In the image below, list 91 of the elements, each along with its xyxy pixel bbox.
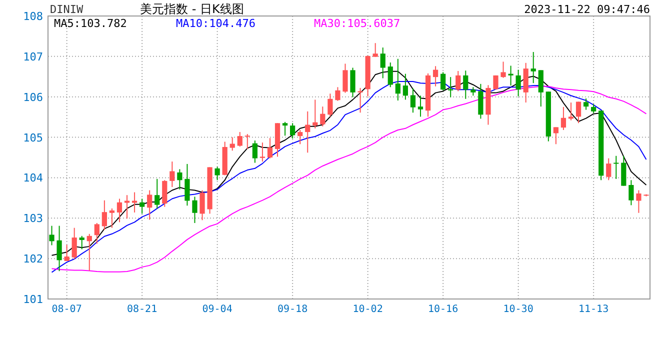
candlestick — [448, 76, 454, 98]
candlestick — [116, 198, 122, 223]
candlestick — [162, 180, 168, 208]
chart-title: 美元指数 - 日K线图 — [140, 2, 244, 16]
candlestick — [410, 88, 416, 114]
candlestick — [508, 65, 514, 86]
candlestick — [418, 95, 424, 118]
candlestick — [320, 106, 326, 127]
candlestick — [560, 106, 566, 131]
candlestick — [290, 122, 296, 139]
x-tick-label: 08-21 — [127, 304, 158, 315]
candlestick — [530, 51, 536, 84]
y-tick-label: 104 — [23, 172, 44, 185]
x-tick-label: 10-02 — [352, 304, 383, 315]
candlestick — [154, 178, 160, 209]
candlestick — [342, 63, 348, 94]
text: MA30:105.6037 — [314, 17, 400, 30]
candlestick — [102, 200, 107, 230]
candlestick — [49, 225, 54, 246]
candlestick — [177, 168, 182, 190]
candlestick — [568, 102, 574, 121]
candlestick — [621, 155, 626, 186]
candlestick — [132, 192, 138, 213]
candlestick — [553, 126, 558, 145]
candlestick — [170, 161, 175, 188]
candlestick — [456, 70, 461, 92]
candlestick — [576, 101, 582, 124]
candlestick — [244, 134, 250, 150]
y-tick-label: 103 — [23, 212, 43, 226]
text: MA10:104.476 — [176, 17, 256, 30]
candlestick — [463, 70, 468, 100]
candlestick — [230, 136, 235, 152]
candlestick — [395, 58, 400, 101]
candlestick — [79, 235, 84, 250]
candlestick — [124, 194, 130, 220]
candlestick — [237, 132, 242, 148]
candlestick — [388, 62, 393, 88]
candlestick — [298, 130, 303, 145]
x-tick-label: 09-04 — [202, 304, 232, 315]
candlestick — [305, 110, 310, 154]
candlestick — [478, 83, 484, 120]
candlestick — [583, 98, 589, 110]
candlestick — [86, 233, 92, 272]
y-tick-label: 102 — [23, 252, 43, 266]
candlestick — [432, 66, 438, 87]
x-tick-label: 10-16 — [428, 304, 458, 315]
y-tick-label: 105 — [23, 131, 43, 144]
candlestick — [214, 166, 220, 181]
candlestick — [628, 180, 634, 206]
candlestick — [350, 67, 356, 98]
candlestick — [606, 158, 612, 181]
candlestick — [335, 86, 340, 102]
candlestick — [636, 190, 642, 214]
candlestick — [516, 69, 521, 97]
candlestick — [538, 70, 544, 108]
x-tick-label: 10-30 — [503, 304, 534, 315]
candlestick — [192, 196, 198, 224]
candlestick — [380, 47, 386, 79]
annotation: DINIW — [50, 3, 84, 16]
candlestick — [260, 142, 266, 162]
candlestick — [523, 62, 528, 104]
candlestick — [500, 61, 506, 78]
candlestick — [614, 155, 619, 180]
candlestick — [358, 87, 363, 114]
candlestick — [147, 190, 152, 220]
candlestick — [252, 140, 258, 164]
candlestick — [140, 198, 145, 214]
y-tick-label: 108 — [23, 10, 43, 23]
candlestick — [56, 225, 62, 272]
candlestick — [267, 138, 273, 159]
candlestick — [440, 72, 446, 91]
candlestick — [200, 190, 205, 221]
candlestick — [72, 227, 77, 260]
y-tick-label: 101 — [23, 293, 43, 306]
annotation: 2023-11-22 09:47:46 — [524, 3, 650, 16]
candlestick — [372, 42, 378, 58]
y-tick-label: 106 — [23, 90, 43, 104]
candlestick — [109, 208, 115, 228]
candlestick — [328, 93, 333, 118]
candlestick — [184, 163, 190, 206]
x-tick-label: 08-07 — [52, 304, 82, 315]
x-tick-label: 11-13 — [578, 304, 609, 315]
text: MA5:103.782 — [54, 17, 127, 30]
candlestick — [64, 244, 70, 262]
candlestick — [493, 74, 498, 90]
candlestick — [94, 222, 100, 244]
x-tick-label: 09-18 — [278, 304, 308, 315]
candlestick — [282, 121, 288, 136]
candlestick — [312, 99, 318, 129]
candlestick — [402, 73, 408, 100]
y-tick-label: 107 — [23, 50, 43, 64]
